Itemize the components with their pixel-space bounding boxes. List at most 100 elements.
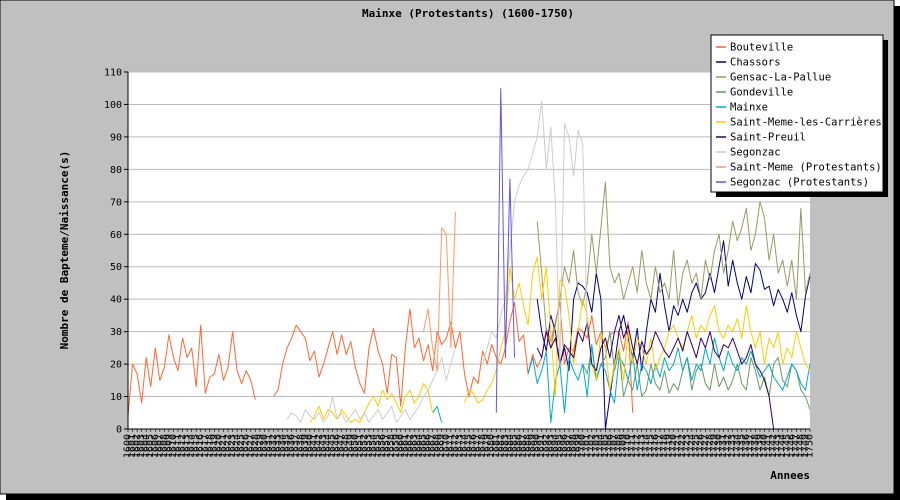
x-tick-label: 1671 <box>445 434 456 458</box>
x-tick-label: 1672 <box>450 434 461 458</box>
x-tick-label: 1646 <box>332 434 343 458</box>
series-line-1 <box>536 240 811 430</box>
frame-shadow-bottom <box>6 494 900 500</box>
x-tick-label: 1686 <box>514 434 525 458</box>
plot-area <box>128 72 810 429</box>
x-tick-label: 1617 <box>200 434 211 458</box>
x-tick-label: 1648 <box>341 434 352 458</box>
series-line-7 <box>482 100 588 365</box>
legend-entry: Saint-Meme-les-Carrières <box>730 117 882 129</box>
x-tick-label: 1695 <box>554 434 565 458</box>
x-tick-label: 1629 <box>254 434 265 458</box>
x-tick-label: 1718 <box>659 434 670 458</box>
x-tick-label: 1693 <box>545 434 556 458</box>
y-tick-label: 40 <box>110 295 122 306</box>
y-axis-label: Nombre de Bapteme/Naissance(s) <box>58 151 71 350</box>
y-tick-label: 10 <box>110 392 122 403</box>
x-tick-label: 1669 <box>436 434 447 458</box>
x-tick-label: 1634 <box>277 434 288 458</box>
x-tick-label: 1691 <box>536 434 547 458</box>
x-tick-label: 1674 <box>459 434 470 458</box>
x-tick-label: 1741 <box>764 434 775 458</box>
y-tick-label: 0 <box>116 425 122 436</box>
x-tick-label: 1618 <box>204 434 215 458</box>
series-line-4 <box>432 405 443 423</box>
x-tick-label: 1710 <box>623 434 634 458</box>
x-tick-label: 1668 <box>432 434 443 458</box>
legend-entry: Chassors <box>730 57 781 69</box>
x-tick-label: 1675 <box>464 434 475 458</box>
x-tick-label: 1600 <box>123 434 134 458</box>
x-tick-label: 1610 <box>168 434 179 458</box>
series-line-7 <box>286 347 456 423</box>
x-tick-label: 1666 <box>423 434 434 458</box>
x-tick-label: 1605 <box>145 434 156 458</box>
x-tick-label: 1624 <box>232 434 243 458</box>
x-tick-label: 1639 <box>300 434 311 458</box>
x-tick-label: 1678 <box>477 434 488 458</box>
x-tick-label: 1638 <box>295 434 306 458</box>
x-tick-label: 1706 <box>604 434 615 458</box>
x-tick-label: 1716 <box>650 434 661 458</box>
x-tick-label: 1601 <box>127 434 138 458</box>
y-tick-label: 50 <box>110 262 122 273</box>
x-tick-label: 1724 <box>686 434 697 458</box>
x-tick-label: 1630 <box>259 434 270 458</box>
x-axis-ticks: 1600160116021603160416051606160716081609… <box>123 429 816 458</box>
x-tick-label: 1737 <box>745 434 756 458</box>
x-tick-label: 1714 <box>641 434 652 458</box>
x-tick-label: 1635 <box>282 434 293 458</box>
y-tick-label: 30 <box>110 327 122 338</box>
x-tick-label: 1725 <box>691 434 702 458</box>
legend-entry: Saint-Meme (Protestants) <box>730 162 882 174</box>
x-tick-label: 1680 <box>486 434 497 458</box>
x-tick-label: 1685 <box>509 434 520 458</box>
x-tick-label: 1654 <box>368 434 379 458</box>
x-tick-label: 1731 <box>718 434 729 458</box>
y-tick-label: 100 <box>104 100 122 111</box>
x-tick-label: 1721 <box>673 434 684 458</box>
x-tick-label: 1717 <box>654 434 665 458</box>
x-tick-label: 1742 <box>768 434 779 458</box>
x-tick-label: 1621 <box>218 434 229 458</box>
x-tick-label: 1619 <box>209 434 220 458</box>
series-lines <box>127 87 811 430</box>
x-tick-label: 1697 <box>564 434 575 458</box>
x-tick-label: 1681 <box>491 434 502 458</box>
x-tick-label: 1702 <box>586 434 597 458</box>
x-tick-label: 1689 <box>527 434 538 458</box>
x-tick-label: 1701 <box>582 434 593 458</box>
x-tick-label: 1699 <box>573 434 584 458</box>
x-tick-label: 1606 <box>150 434 161 458</box>
x-tick-label: 1692 <box>541 434 552 458</box>
x-tick-label: 1740 <box>759 434 770 458</box>
x-tick-label: 1643 <box>318 434 329 458</box>
x-tick-label: 1687 <box>518 434 529 458</box>
x-tick-label: 1726 <box>695 434 706 458</box>
x-tick-label: 1604 <box>141 434 152 458</box>
x-tick-label: 1708 <box>614 434 625 458</box>
x-tick-label: 1613 <box>182 434 193 458</box>
legend-entry: Saint-Preuil <box>730 132 806 144</box>
x-tick-label: 1703 <box>591 434 602 458</box>
x-tick-label: 1642 <box>313 434 324 458</box>
y-tick-label: 80 <box>110 165 122 176</box>
x-tick-label: 1750 <box>805 434 816 458</box>
x-tick-label: 1722 <box>677 434 688 458</box>
y-tick-label: 70 <box>110 197 122 208</box>
x-tick-label: 1611 <box>173 434 184 458</box>
x-tick-label: 1683 <box>500 434 511 458</box>
y-tick-label: 20 <box>110 360 122 371</box>
x-tick-label: 1711 <box>627 434 638 458</box>
x-tick-label: 1651 <box>354 434 365 458</box>
frame-shadow-right <box>894 6 900 500</box>
x-tick-label: 1677 <box>473 434 484 458</box>
x-tick-label: 1735 <box>736 434 747 458</box>
y-tick-label: 110 <box>104 68 122 79</box>
x-tick-label: 1616 <box>195 434 206 458</box>
legend-entry: Bouteville <box>730 42 793 54</box>
legend-entry: Gondeville <box>730 87 793 99</box>
x-tick-label: 1746 <box>786 434 797 458</box>
